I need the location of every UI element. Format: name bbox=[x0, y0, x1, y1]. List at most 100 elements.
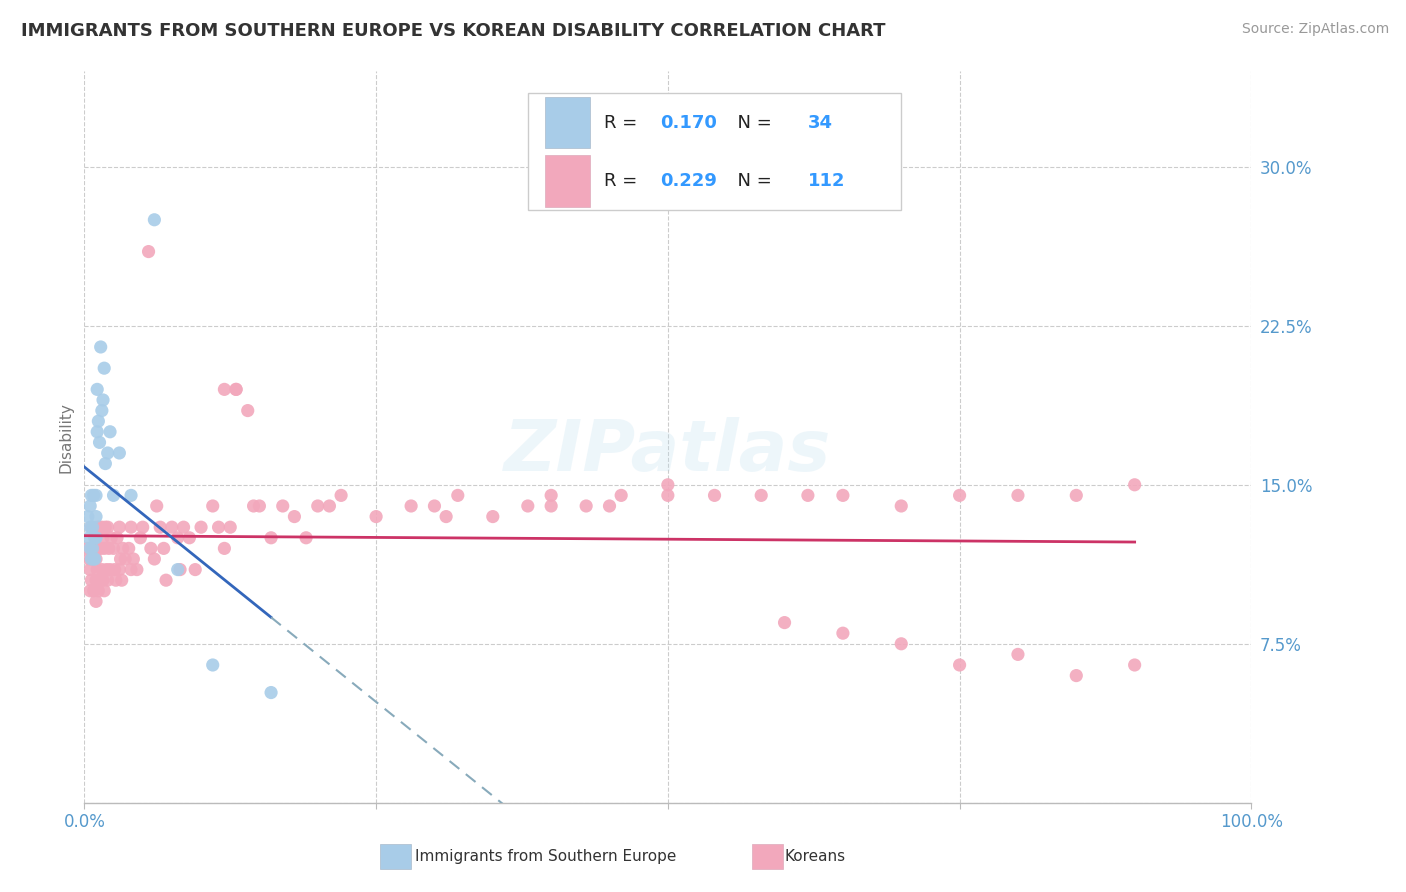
Point bbox=[242, 499, 264, 513]
Point bbox=[120, 563, 142, 577]
Point bbox=[118, 541, 141, 556]
Point bbox=[169, 563, 191, 577]
Point bbox=[108, 446, 131, 460]
Point bbox=[82, 541, 104, 556]
Point bbox=[890, 637, 912, 651]
Point bbox=[890, 499, 912, 513]
Point bbox=[1007, 488, 1029, 502]
Point bbox=[749, 488, 772, 502]
Point bbox=[84, 531, 107, 545]
Point bbox=[103, 488, 125, 502]
Point bbox=[366, 509, 388, 524]
Point bbox=[83, 531, 105, 545]
Point bbox=[83, 488, 105, 502]
Point bbox=[657, 488, 679, 502]
Point bbox=[599, 499, 621, 513]
Point bbox=[318, 499, 340, 513]
Point bbox=[225, 383, 247, 397]
Point bbox=[247, 499, 270, 513]
Point bbox=[100, 531, 122, 545]
Point bbox=[481, 509, 505, 524]
Point bbox=[139, 541, 162, 556]
Point bbox=[76, 509, 98, 524]
Point bbox=[949, 658, 972, 673]
Point bbox=[87, 414, 110, 428]
Point bbox=[80, 520, 103, 534]
Point bbox=[307, 499, 329, 513]
Point bbox=[91, 573, 114, 587]
Point bbox=[86, 425, 108, 439]
Point bbox=[80, 488, 103, 502]
Text: 0.170: 0.170 bbox=[659, 113, 717, 131]
Point bbox=[201, 499, 224, 513]
Point bbox=[90, 340, 112, 354]
Point bbox=[84, 488, 107, 502]
Point bbox=[423, 499, 446, 513]
Point bbox=[132, 520, 155, 534]
Point bbox=[86, 563, 108, 577]
Point bbox=[97, 573, 120, 587]
Point bbox=[832, 626, 855, 640]
Point bbox=[575, 499, 598, 513]
Point bbox=[160, 520, 183, 534]
Point bbox=[93, 361, 115, 376]
Point bbox=[111, 541, 134, 556]
Point bbox=[184, 563, 207, 577]
Point bbox=[79, 583, 101, 598]
Point bbox=[94, 520, 117, 534]
Point bbox=[83, 583, 105, 598]
Point bbox=[96, 563, 118, 577]
Point bbox=[89, 573, 111, 587]
Point bbox=[120, 520, 142, 534]
Point bbox=[89, 520, 111, 534]
Point bbox=[80, 552, 103, 566]
Text: 34: 34 bbox=[808, 113, 832, 131]
Point bbox=[98, 425, 121, 439]
Point bbox=[104, 573, 127, 587]
Point bbox=[540, 499, 562, 513]
Point bbox=[76, 541, 98, 556]
Point bbox=[111, 573, 134, 587]
Point bbox=[90, 403, 112, 417]
Point bbox=[87, 583, 110, 598]
Point bbox=[108, 563, 131, 577]
Point bbox=[97, 541, 120, 556]
Point bbox=[82, 552, 104, 566]
Point bbox=[97, 520, 120, 534]
Point bbox=[173, 520, 195, 534]
Text: R =: R = bbox=[603, 172, 643, 190]
FancyBboxPatch shape bbox=[527, 94, 901, 211]
Point bbox=[84, 594, 107, 608]
Point bbox=[120, 488, 142, 502]
Point bbox=[225, 383, 247, 397]
Point bbox=[143, 552, 166, 566]
Point bbox=[105, 531, 128, 545]
Text: N =: N = bbox=[727, 172, 778, 190]
Point bbox=[84, 573, 107, 587]
Point bbox=[516, 499, 538, 513]
Point bbox=[98, 563, 121, 577]
Point bbox=[447, 488, 470, 502]
Point bbox=[166, 531, 188, 545]
Point bbox=[166, 563, 188, 577]
Point bbox=[79, 541, 101, 556]
Point bbox=[87, 541, 110, 556]
Point bbox=[1007, 648, 1029, 662]
Point bbox=[82, 520, 104, 534]
Point bbox=[79, 563, 101, 577]
Point bbox=[103, 541, 125, 556]
Text: Koreans: Koreans bbox=[785, 849, 845, 863]
Point bbox=[832, 488, 855, 502]
Point bbox=[610, 488, 633, 502]
Point bbox=[97, 446, 120, 460]
Point bbox=[110, 552, 132, 566]
Point bbox=[84, 552, 107, 566]
Point bbox=[77, 531, 100, 545]
Point bbox=[94, 457, 117, 471]
Point bbox=[219, 520, 242, 534]
Point bbox=[236, 403, 259, 417]
Point bbox=[138, 244, 160, 259]
Point bbox=[260, 531, 283, 545]
Text: R =: R = bbox=[603, 113, 643, 131]
Text: N =: N = bbox=[727, 113, 778, 131]
